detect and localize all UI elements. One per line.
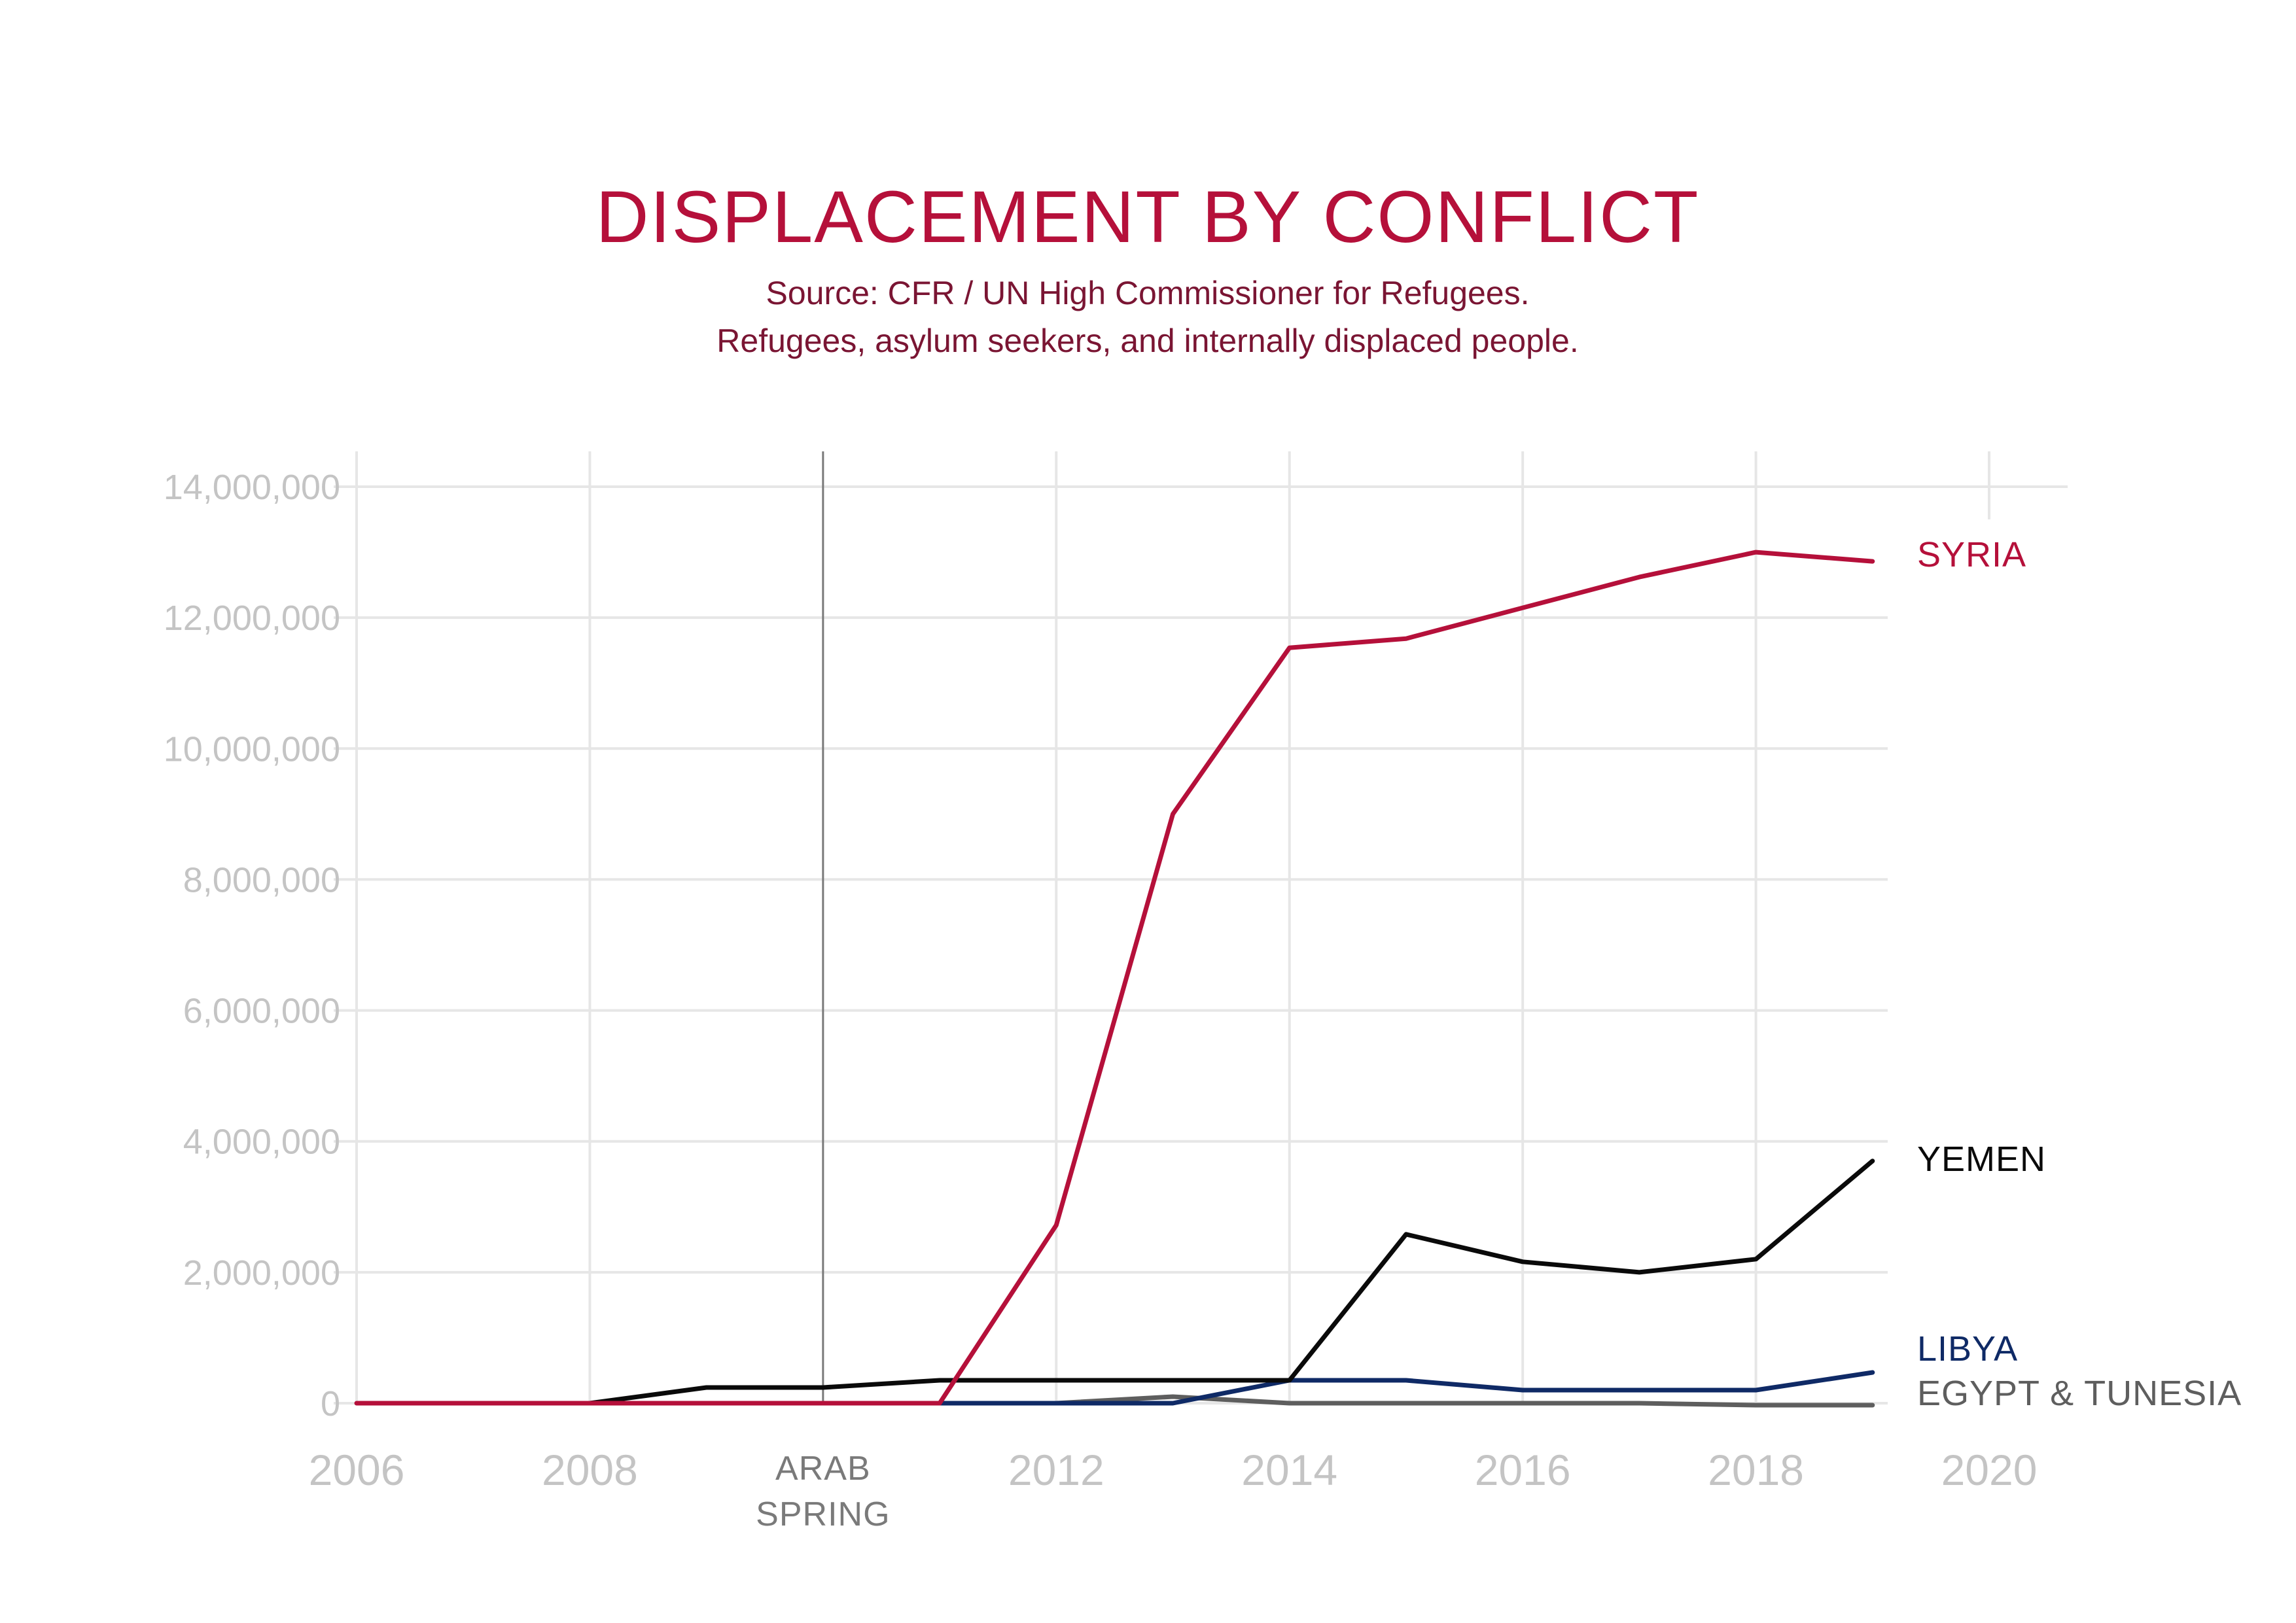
series-label-egypt-tunesia: EGYPT & TUNESIA: [1917, 1374, 2242, 1413]
x-tick-label: 2016: [1475, 1446, 1571, 1494]
series-line-syria: [354, 550, 1875, 1406]
x-tick-label: 2012: [1008, 1446, 1104, 1494]
y-tick-label: 2,000,000: [183, 1253, 340, 1293]
series-label-yemen: YEMEN: [1917, 1140, 2046, 1179]
y-tick-label: 0: [321, 1384, 340, 1423]
y-axis-tick-labels: 0 2,000,000 4,000,000 6,000,000 8,000,000 10,…: [164, 468, 340, 1423]
series-label-libya: LIBYA: [1917, 1329, 2018, 1369]
series-line-yemen: [587, 1159, 1875, 1406]
series-line-libya: [937, 1370, 1875, 1406]
annotations: ARAB SPRING: [756, 451, 890, 1533]
chart-title: DISPLACEMENT BY CONFLICT: [596, 176, 1700, 258]
x-tick-label: 2006: [309, 1446, 405, 1494]
x-tick-label: 2014: [1241, 1446, 1337, 1494]
grid-lines: [334, 451, 2068, 1405]
x-tick-label: 2008: [542, 1446, 638, 1494]
arab-spring-label: ARAB: [775, 1450, 871, 1488]
y-tick-label: 14,000,000: [164, 468, 340, 507]
chart-subtitle-line-1: Source: CFR / UN High Commissioner for R…: [766, 275, 1529, 311]
y-tick-label: 6,000,000: [183, 992, 340, 1031]
x-axis-tick-labels: 2006 2008 2012 2014 2016 2018 2020: [309, 1446, 2038, 1494]
x-tick-label: 2018: [1708, 1446, 1804, 1494]
x-tick-label: 2020: [1941, 1446, 2038, 1494]
series-lines: [354, 550, 1875, 1408]
y-tick-label: 10,000,000: [164, 729, 340, 769]
y-tick-label: 8,000,000: [183, 860, 340, 899]
series-labels: EGYPT & TUNESIA LIBYA YEMEN SYRIA: [1917, 535, 2242, 1413]
chart-subtitle-line-2: Refugees, asylum seekers, and internally…: [716, 323, 1578, 359]
series-label-syria: SYRIA: [1917, 535, 2026, 574]
y-tick-label: 12,000,000: [164, 599, 340, 638]
arab-spring-label: SPRING: [756, 1495, 890, 1533]
y-tick-label: 4,000,000: [183, 1123, 340, 1162]
